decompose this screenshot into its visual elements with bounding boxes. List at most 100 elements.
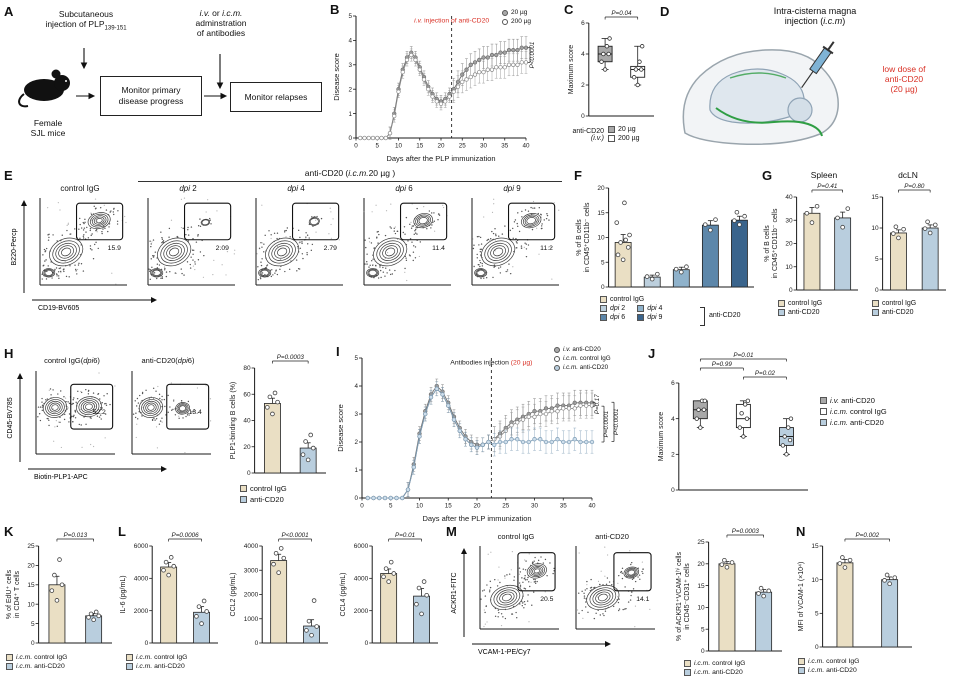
panel-h-label: H [4,346,14,361]
panel-h-xaxis: Biotin-PLP1-APC [28,466,167,481]
svg-text:15: 15 [416,143,424,150]
panel-m-flow-plot-0: 20.5 [479,546,559,630]
svg-text:in CD4⁺ T cells: in CD4⁺ T cells [14,571,21,619]
svg-text:4000: 4000 [354,576,369,583]
svg-text:P=0.41: P=0.41 [817,183,837,190]
panel-b-legend: 20 µg 200 µg [502,9,531,27]
svg-text:0: 0 [815,644,819,651]
svg-text:P=0.01: P=0.01 [395,532,415,539]
svg-text:20: 20 [27,563,35,570]
panel-g-chart-dcln: 0 5 10 15 P=0.80 [871,183,946,294]
panel-d-title: Intra-cisterna magna injection (i.c.m) [773,6,857,26]
panel-a-text-antibodies: i.v. or i.c.m. adminstration of antibodi… [195,8,247,38]
panel-a: A Subcutaneous injection of PLP139-151 i… [4,4,326,164]
svg-text:52.2: 52.2 [93,409,106,416]
svg-text:60: 60 [243,391,251,398]
svg-text:% of B cells: % of B cells [764,225,771,262]
panel-e: E anti-CD20 (i.c.m.20 µg ) B220-Percp co… [4,168,570,344]
svg-text:11.2: 11.2 [540,245,553,252]
syringe-icon [801,41,835,89]
svg-text:IL-6 (pg/mL): IL-6 (pg/mL) [120,575,127,613]
panel-l-chart-il6: 0 2000 4000 6000 IL-6 (pg/mL) P=0.0006 [120,532,218,647]
panel-m-xaxis: VCAM-1-PE/Cy7 [472,641,611,656]
panel-c-chart: 0 2 4 6 Maximum score P=0.04 [568,10,654,120]
panel-a-text-subcutaneous: Subcutaneous injection of PLP139-151 [45,9,127,32]
panel-a-box-monitor-relapses: Monitor relapses [230,82,322,112]
svg-text:0: 0 [354,495,358,502]
panel-e-flow-title-4: dpi 9 [503,184,521,193]
svg-text:15: 15 [871,194,879,201]
panel-j-legend: i.v. anti-CD20 i.c.m. control IgG i.c.m.… [820,396,887,429]
panel-g-legend-2: control IgG anti-CD20 [872,300,916,318]
panel-g-title-spleen: Spleen [810,170,838,180]
svg-text:0: 0 [247,470,251,477]
panel-g: G Spleen dcLN 0 10 20 30 40 % of B cells in CD… [762,168,952,344]
panel-h-ylabel: CD45-BV785 [7,397,14,438]
svg-text:20: 20 [437,143,445,150]
svg-text:15: 15 [697,583,705,590]
svg-text:% of EdU⁺ cells: % of EdU⁺ cells [6,569,13,619]
panel-e-flow-plot-1: 2.09 [147,197,236,286]
panel-l-legend: i.c.m. control IgG i.c.m. anti-CD20 [126,654,187,672]
panel-e-xaxis: CD19-BV605 [32,297,157,312]
panel-f-label: F [574,168,582,183]
panel-d-brain-illustration [682,41,839,146]
svg-text:3000: 3000 [244,567,259,574]
panel-l-chart-ccl4: 0 2000 4000 6000 CCL4 (pg/mL) P=0.01 [340,532,438,647]
svg-text:P<0.0001: P<0.0001 [613,409,620,436]
svg-text:14.1: 14.1 [636,596,649,603]
svg-text:5: 5 [354,355,358,362]
svg-text:Days after the PLP immunizatio: Days after the PLP immunization [422,514,531,523]
svg-text:Maximum score: Maximum score [658,412,665,462]
panel-i-legend: i.v. anti-CD20 i.c.m. control IgG i.c.m.… [554,346,611,373]
svg-text:P=0.0003: P=0.0003 [732,528,760,535]
svg-text:P=0.02: P=0.02 [755,370,776,377]
panel-l-chart-ccl2: 0 1000 2000 3000 4000 CCL2 (pg/mL) P<0.0001 [230,532,328,647]
panel-g-chart-spleen: 0 10 20 30 40 % of B cells in CD45⁺CD11b⁻ cell… [764,183,858,294]
panel-h-flow-plot-1: 13.4 [131,371,212,455]
svg-text:Disease score: Disease score [332,53,341,101]
svg-text:2000: 2000 [244,592,259,599]
svg-text:5: 5 [815,611,819,618]
panel-c: C 0 2 4 6 Maximum score P=0.04 anti-CD20 (i.v… [564,2,658,166]
panel-d-dose-note: low dose of anti-CD20 (20 µg) [882,64,926,94]
panel-e-header: anti-CD20 (i.c.m.20 µg ) [304,168,396,178]
svg-text:6000: 6000 [134,543,149,550]
svg-text:2: 2 [671,452,675,459]
panel-l-label: L [118,524,126,539]
panel-n: N 0 5 10 15 MFI of VCAM-1 (×10⁴) P=0.002 i.c.… [796,524,952,684]
svg-text:25: 25 [459,143,467,150]
panel-j-label: J [648,346,656,361]
svg-text:40: 40 [243,418,251,425]
svg-text:35: 35 [501,143,509,150]
panel-h-flow-title-1: anti-CD20(dpi6) [141,356,195,365]
svg-text:6000: 6000 [354,543,369,550]
svg-text:20: 20 [597,185,605,192]
svg-text:2.79: 2.79 [324,245,337,252]
panel-e-flow-title-2: dpi 4 [287,184,305,193]
panel-h-xlabel: Biotin-PLP1-APC [34,474,88,481]
svg-text:3: 3 [354,411,358,418]
svg-text:25: 25 [697,539,705,546]
panel-g-label: G [762,168,773,183]
panel-e-flow-title-3: dpi 6 [395,184,413,193]
svg-text:% of ACKR1⁺VCAM-1ʰⁱ cells: % of ACKR1⁺VCAM-1ʰⁱ cells [675,552,683,641]
svg-text:80: 80 [243,365,251,372]
svg-text:6: 6 [581,20,585,27]
svg-text:P<0.0001: P<0.0001 [529,42,536,69]
svg-text:5: 5 [875,256,879,263]
svg-text:P=0.04: P=0.04 [611,10,632,17]
panel-h-flow-title-0: control IgG(dpi6) [44,356,100,365]
svg-text:0: 0 [31,640,35,647]
svg-text:10: 10 [871,225,879,232]
svg-text:1: 1 [354,467,358,474]
svg-text:25: 25 [502,503,510,510]
panel-e-yaxis: B220-Percp [11,200,27,293]
svg-text:0: 0 [601,284,605,291]
svg-text:% of B cells: % of B cells [576,219,583,256]
svg-text:2.09: 2.09 [216,245,229,252]
svg-text:P=0.17: P=0.17 [594,394,601,414]
svg-text:0: 0 [354,143,358,150]
svg-text:5: 5 [701,626,705,633]
svg-text:4000: 4000 [244,543,259,550]
